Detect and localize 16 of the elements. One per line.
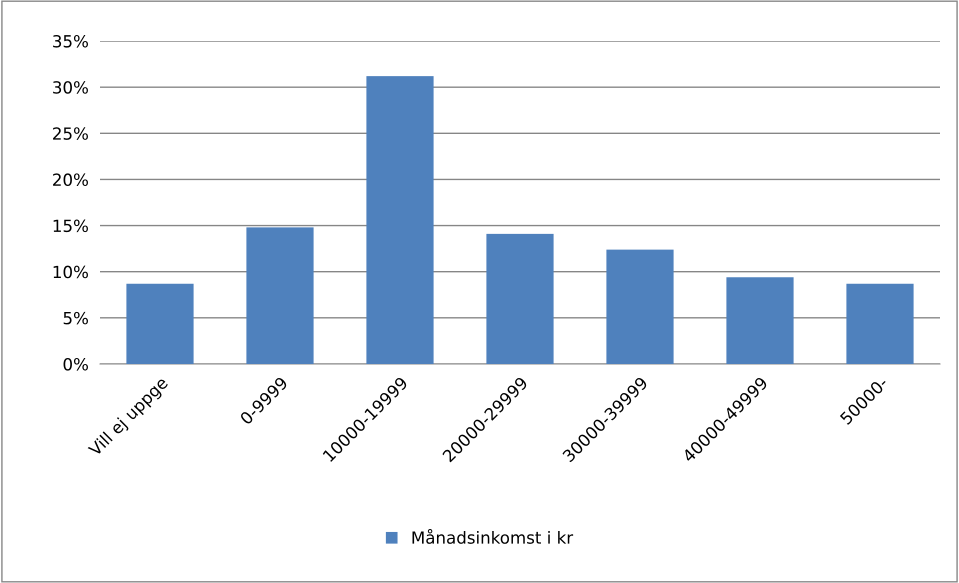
y-tick-label: 35%: [53, 34, 88, 48]
y-tick-label: 5%: [64, 312, 88, 324]
bar: [606, 250, 674, 364]
bar: [846, 284, 914, 364]
y-tick-label: 30%: [53, 81, 88, 94]
y-tick-label: 0%: [64, 358, 88, 371]
y-tick-label: 10%: [54, 266, 88, 278]
y-tick-label: 15%: [54, 220, 88, 232]
y-tick-label: 25%: [53, 127, 88, 140]
legend-label: Månadsinkomst i kr: [412, 528, 574, 544]
bar: [726, 277, 794, 364]
bar: [366, 76, 434, 364]
bar: [126, 284, 194, 364]
bar: [246, 227, 314, 364]
bar: [486, 234, 554, 364]
y-tick-label: 20%: [53, 173, 88, 186]
